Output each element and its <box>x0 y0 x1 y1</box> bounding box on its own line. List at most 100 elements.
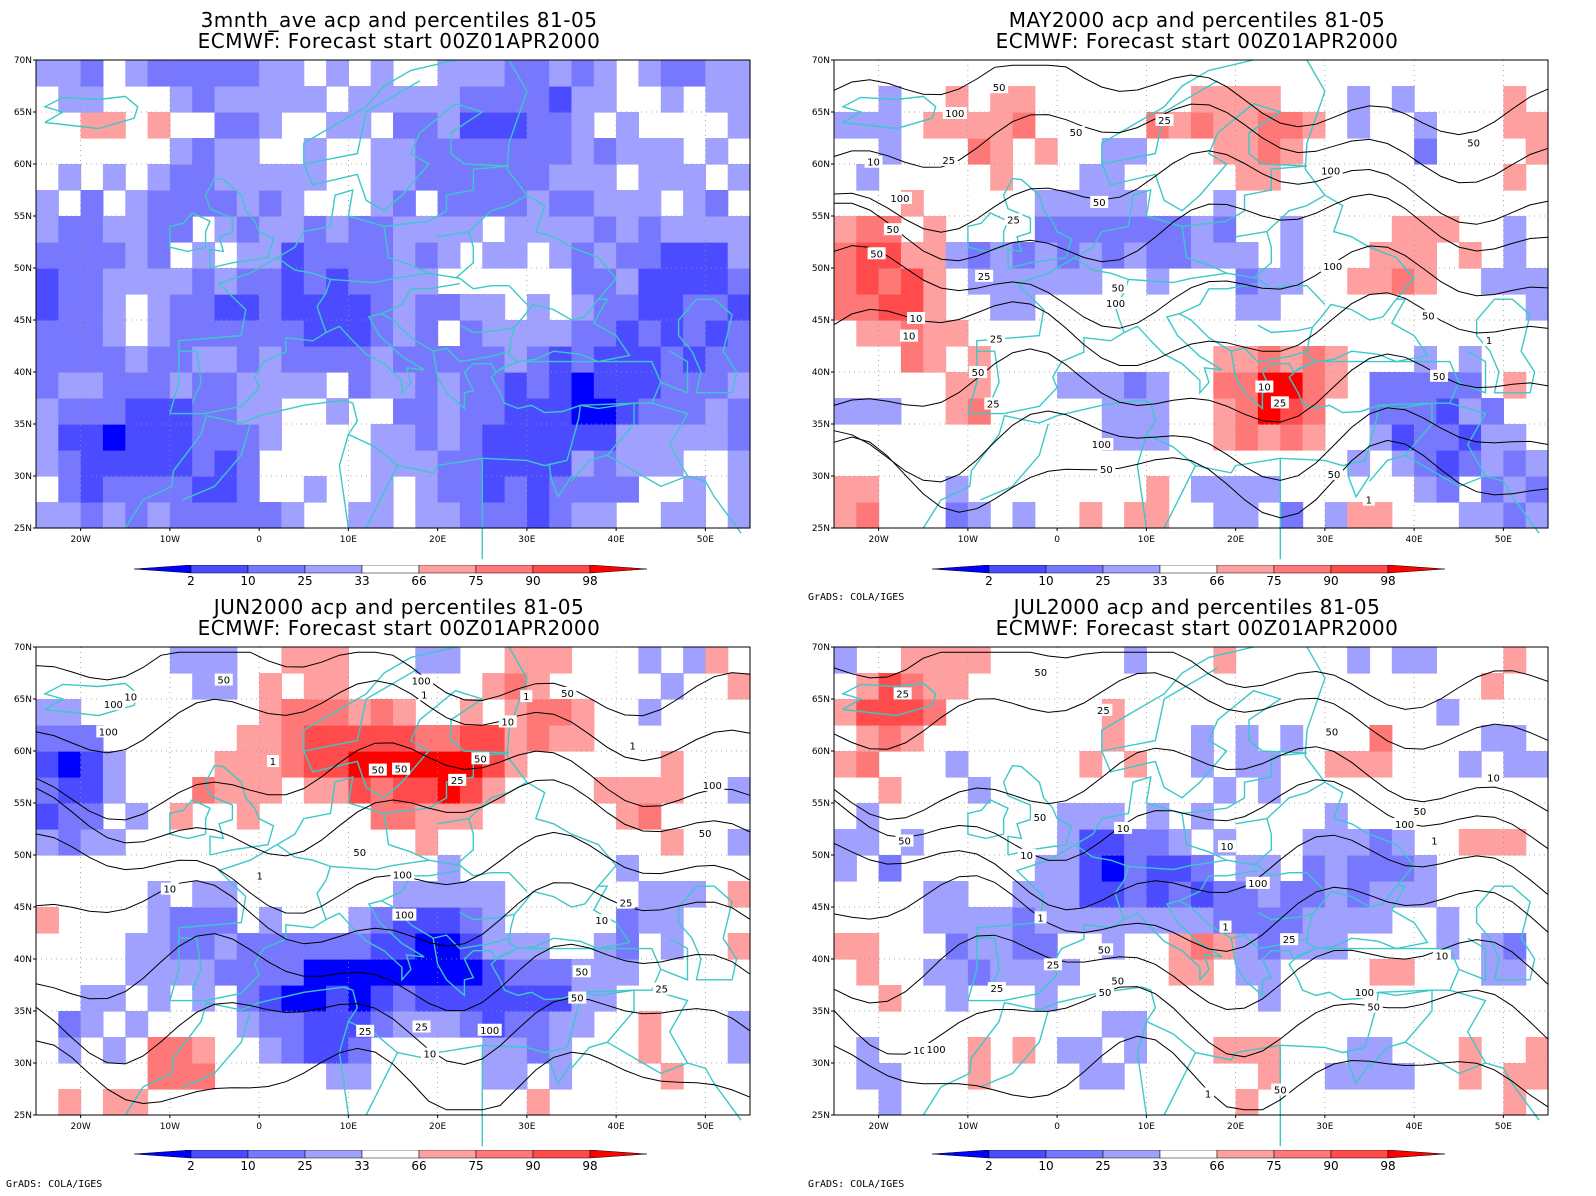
anomaly-cell <box>1124 190 1147 217</box>
contour-label: 50 <box>1093 198 1106 209</box>
contour-label-bg <box>350 846 369 859</box>
anomaly-cell <box>1324 933 1348 960</box>
anomaly-cell <box>303 138 327 165</box>
anomaly-cell <box>1124 907 1147 934</box>
anomaly-cell <box>80 476 104 503</box>
colorbar-swatch <box>247 565 306 574</box>
anomaly-cell <box>80 346 104 373</box>
anomaly-cell <box>1213 647 1237 674</box>
anomaly-cell <box>660 829 684 856</box>
anomaly-cell <box>326 320 349 347</box>
lon-tick-label: 10W <box>160 535 180 545</box>
anomaly-cell <box>1280 725 1304 752</box>
anomaly-cell <box>102 372 126 399</box>
anomaly-cell <box>1079 751 1103 778</box>
anomaly-cell <box>1347 1063 1371 1090</box>
anomaly-cell <box>58 777 82 804</box>
anomaly-cell <box>1057 242 1080 269</box>
anomaly-cell <box>236 164 260 191</box>
anomaly-cell <box>616 216 639 243</box>
anomaly-cell <box>967 647 991 674</box>
coastline <box>1449 402 1487 477</box>
anomaly-cell <box>348 216 372 243</box>
anomaly-cell <box>1124 1011 1147 1038</box>
anomaly-cell <box>1391 1063 1415 1090</box>
contour-label: 25 <box>987 399 1000 410</box>
contour-line <box>35 779 751 857</box>
anomaly-cell <box>616 294 639 321</box>
contour-label: 50 <box>561 689 574 700</box>
anomaly-cell <box>1414 112 1437 139</box>
anomaly-cell <box>1213 933 1237 960</box>
anomaly-cell <box>504 216 528 243</box>
anomaly-cell <box>281 725 305 752</box>
anomaly-cell <box>1391 829 1415 856</box>
colorbar-label: 98 <box>582 574 597 588</box>
contour-line <box>833 1035 1549 1111</box>
anomaly-cell <box>348 985 372 1012</box>
contour-label-bg <box>987 332 1006 345</box>
anomaly-cell <box>1057 372 1080 399</box>
contour-label: 100 <box>99 727 118 738</box>
anomaly-cell <box>281 502 305 529</box>
anomaly-cell <box>214 424 238 451</box>
contour-label-bg <box>1114 821 1133 834</box>
coastline <box>967 646 1308 1001</box>
contour-label: 50 <box>870 249 883 260</box>
anomaly-cell <box>856 751 880 778</box>
lat-tick-label: 65N <box>812 695 830 705</box>
anomaly-cell <box>192 268 216 295</box>
anomaly-cell <box>437 933 461 960</box>
contour-label: 50 <box>395 765 408 776</box>
colorbar-label: 10 <box>240 574 255 588</box>
colorbar-legend: 2 10 25 33 66 75 90 98 <box>133 1150 648 1173</box>
anomaly-cell <box>1079 502 1103 529</box>
coastline <box>1458 350 1487 394</box>
anomaly-cell <box>1481 398 1504 425</box>
contour-line <box>833 348 1549 423</box>
anomaly-cell <box>1458 242 1482 269</box>
anomaly-cell <box>80 372 104 399</box>
anomaly-cell <box>169 216 193 243</box>
anomaly-cell <box>437 647 461 674</box>
anomaly-cell <box>281 959 305 986</box>
anomaly-cell <box>705 60 729 87</box>
colorbar-swatch <box>532 565 591 574</box>
anomaly-cell <box>1191 242 1214 269</box>
lon-tick-label: 30E <box>1316 535 1333 545</box>
anomaly-cell <box>967 777 991 804</box>
anomaly-cell <box>1213 881 1237 908</box>
contour-label: 100 <box>1355 988 1374 999</box>
anomaly-cell <box>683 216 706 243</box>
colorbar-swatch <box>304 565 363 574</box>
anomaly-cell <box>80 268 104 295</box>
anomaly-cell <box>593 268 617 295</box>
anomaly-cell <box>1034 190 1058 217</box>
anomaly-cell <box>192 647 216 674</box>
anomaly-cell <box>1525 450 1549 477</box>
contour-label-bg <box>160 882 179 895</box>
coastline <box>677 298 738 394</box>
anomaly-cell <box>370 907 394 934</box>
contour-label-bg <box>356 1024 375 1037</box>
anomaly-cell <box>549 647 573 674</box>
anomaly-cell <box>1235 502 1259 529</box>
lon-tick-label: 40E <box>608 535 625 545</box>
anomaly-cell <box>214 777 238 804</box>
anomaly-cell <box>616 242 639 269</box>
anomaly-cell <box>504 450 528 477</box>
anomaly-cell <box>526 933 550 960</box>
anomaly-cell <box>58 86 82 113</box>
contour-label: 10 <box>910 314 923 325</box>
anomaly-cell <box>1525 1063 1549 1090</box>
anomaly-cell <box>1481 476 1504 503</box>
contour-label-bg <box>1095 943 1114 956</box>
anomaly-cell <box>1458 450 1482 477</box>
anomaly-cell <box>80 60 104 87</box>
anomaly-cell <box>638 320 662 347</box>
anomaly-cell <box>593 372 617 399</box>
anomaly-cell <box>1280 881 1304 908</box>
contour-label: 100 <box>104 700 123 711</box>
contour-label-bg <box>1108 974 1127 987</box>
anomaly-cell <box>1324 803 1348 830</box>
